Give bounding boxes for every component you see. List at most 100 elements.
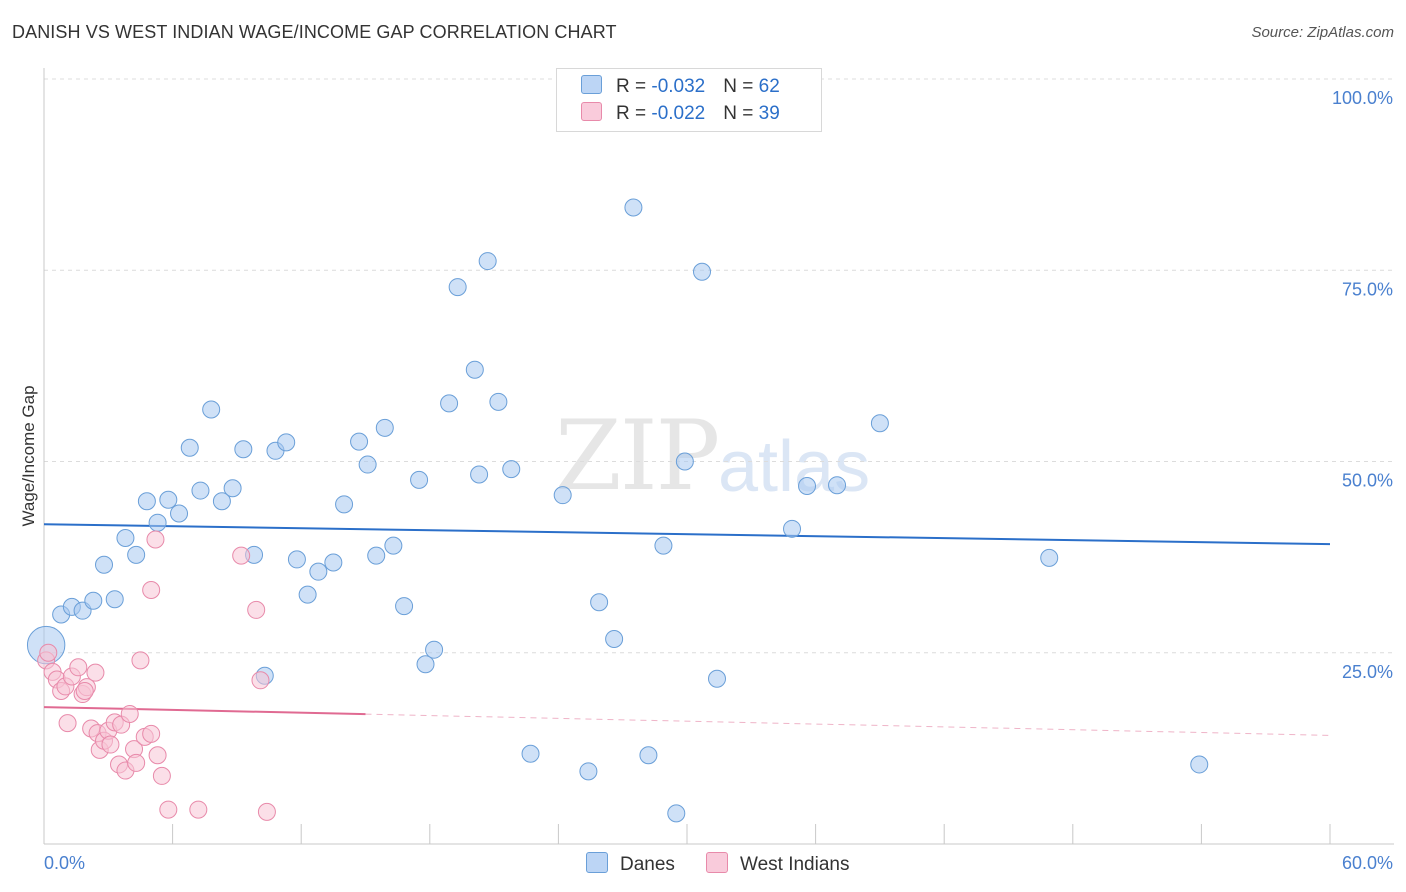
point-danes xyxy=(590,593,609,612)
series-legend: Danes West Indians xyxy=(0,852,1406,878)
point-west-indians xyxy=(152,766,171,785)
axes xyxy=(43,68,1394,845)
legend-swatch-west-indians xyxy=(581,102,602,121)
point-danes xyxy=(223,479,242,498)
legend-r-label: R = xyxy=(616,76,652,97)
point-danes xyxy=(234,440,253,459)
point-danes xyxy=(1040,548,1059,567)
point-danes xyxy=(465,360,484,379)
trend-lines xyxy=(43,523,1331,736)
point-danes xyxy=(395,597,414,616)
chart-source: Source: ZipAtlas.com xyxy=(1251,24,1394,41)
point-danes xyxy=(579,762,598,781)
point-danes xyxy=(828,476,847,495)
point-west-indians xyxy=(142,581,161,600)
point-danes xyxy=(309,562,328,581)
point-west-indians xyxy=(247,600,266,619)
point-danes xyxy=(191,481,210,500)
point-danes xyxy=(298,585,317,604)
point-danes xyxy=(159,490,178,509)
point-danes xyxy=(367,546,386,565)
point-danes xyxy=(478,252,497,271)
legend-label-danes: Danes xyxy=(620,854,675,875)
trend-line-west-indians xyxy=(43,706,366,716)
point-danes xyxy=(277,433,296,452)
y-tick-label: 100.0% xyxy=(1332,88,1393,108)
point-west-indians xyxy=(189,800,208,819)
legend-swatch-danes xyxy=(586,852,608,873)
point-danes xyxy=(553,486,572,505)
legend-r-label: R = xyxy=(616,103,652,124)
point-danes xyxy=(410,470,429,489)
y-axis-label: Wage/Income Gap xyxy=(19,385,38,526)
legend-item-west-indians: West Indians xyxy=(706,852,849,876)
point-west-indians xyxy=(251,671,270,690)
y-tick-label: 50.0% xyxy=(1342,471,1393,491)
point-danes xyxy=(667,804,686,823)
point-danes xyxy=(489,392,508,411)
point-west-indians xyxy=(146,530,165,549)
point-danes xyxy=(416,655,435,674)
point-west-indians xyxy=(39,643,58,662)
point-danes xyxy=(170,504,189,523)
point-danes xyxy=(212,492,231,511)
point-west-indians xyxy=(232,546,251,565)
point-danes xyxy=(95,555,114,574)
x-tick-label-min: 0.0% xyxy=(44,853,85,873)
point-danes xyxy=(870,414,889,433)
x-tick-label-max: 60.0% xyxy=(1342,853,1393,873)
point-danes xyxy=(708,669,727,688)
point-west-indians xyxy=(257,802,276,821)
point-danes xyxy=(116,529,135,547)
point-danes xyxy=(470,465,489,484)
point-danes xyxy=(448,278,467,297)
stats-legend: R = -0.032 N = 62 R = -0.022 N = 39 xyxy=(556,68,822,132)
point-danes xyxy=(639,746,658,765)
tick-labels: 25.0% 50.0% 75.0% 100.0% 0.0% 60.0% xyxy=(44,88,1393,873)
y-tick-label: 25.0% xyxy=(1342,662,1393,682)
data-points xyxy=(26,198,1209,823)
point-danes xyxy=(783,519,802,538)
point-danes xyxy=(425,640,444,659)
point-west-indians xyxy=(127,753,146,772)
point-danes xyxy=(502,460,521,479)
point-danes xyxy=(84,591,103,610)
point-west-indians xyxy=(75,682,94,700)
point-danes xyxy=(105,590,124,609)
point-danes xyxy=(798,476,817,495)
point-danes xyxy=(440,394,459,413)
point-danes xyxy=(605,629,624,648)
legend-row-danes: R = -0.032 N = 62 xyxy=(581,75,780,99)
point-danes xyxy=(624,198,643,217)
legend-item-danes: Danes xyxy=(586,852,675,876)
point-danes xyxy=(324,553,343,572)
point-west-indians xyxy=(148,746,167,765)
legend-n-label: N = xyxy=(723,76,759,97)
point-danes xyxy=(137,492,156,511)
point-danes xyxy=(693,262,712,281)
legend-r-value: -0.032 xyxy=(651,76,706,97)
point-west-indians xyxy=(142,724,161,743)
point-west-indians xyxy=(101,735,120,754)
point-danes xyxy=(675,452,694,471)
legend-swatch-west-indians xyxy=(706,852,728,873)
point-danes xyxy=(335,495,354,514)
point-danes xyxy=(202,400,221,419)
point-west-indians xyxy=(69,658,88,677)
trend-line-west-indians-extension xyxy=(365,713,1331,736)
chart-title: DANISH VS WEST INDIAN WAGE/INCOME GAP CO… xyxy=(12,22,617,42)
legend-label-west-indians: West Indians xyxy=(740,854,850,875)
point-west-indians xyxy=(86,663,105,682)
point-danes xyxy=(127,545,146,564)
legend-n-label: N = xyxy=(723,103,759,124)
point-danes xyxy=(148,513,167,532)
point-danes xyxy=(180,438,199,457)
point-west-indians xyxy=(131,651,150,670)
legend-n-value: 39 xyxy=(758,103,780,124)
point-west-indians xyxy=(159,800,178,819)
trend-line-danes xyxy=(43,523,1331,546)
point-danes xyxy=(287,550,306,569)
point-west-indians xyxy=(58,714,77,733)
point-danes xyxy=(654,536,673,555)
